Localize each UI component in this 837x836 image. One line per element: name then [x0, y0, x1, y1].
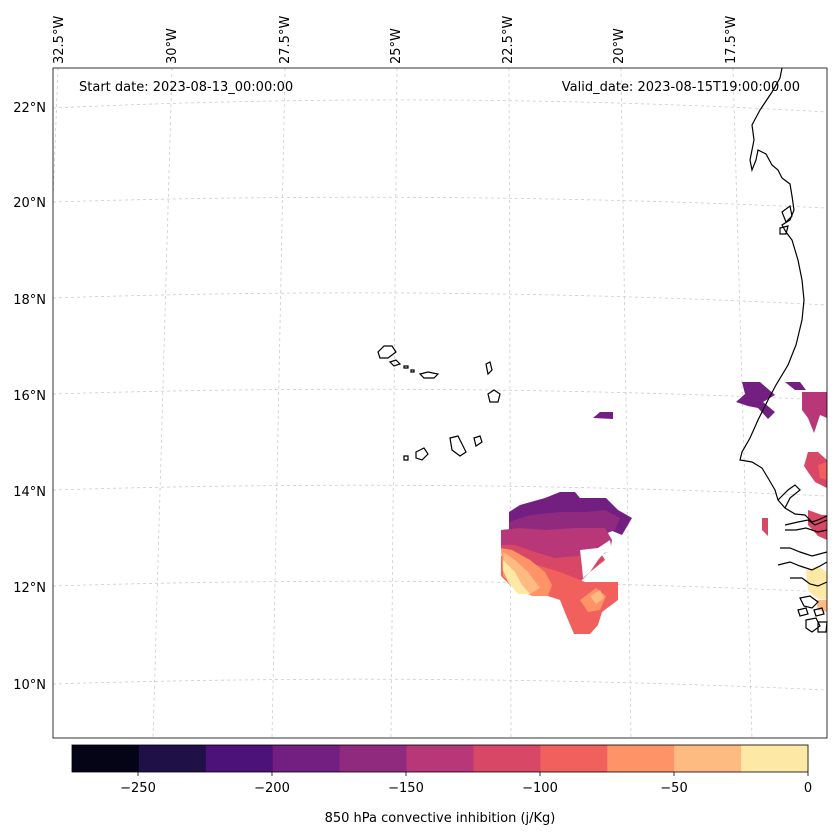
longitude-axis: 32.5°W 30°W 27.5°W 25°W 22.5°W 20°W 17.5…	[52, 16, 739, 64]
gridline-lat-16n	[52, 388, 828, 401]
canary-coast-detail	[779, 204, 793, 235]
colorbar-swatches	[72, 745, 809, 772]
guinea-bissau-islands	[790, 577, 828, 633]
cape-verde-santa-luzia	[403, 365, 415, 373]
gambia-coast	[777, 484, 801, 509]
colorbar-tick-label: −150	[388, 781, 424, 796]
colorbar-border	[71, 744, 809, 773]
valid-date-label: Valid_date: 2023-08-15T19:00:00.00	[562, 80, 800, 95]
cin-field-main	[501, 492, 632, 634]
lat-tick-label: 22°N	[13, 101, 46, 116]
gridline-lon-22-5w	[508, 67, 512, 739]
lat-tick-label: 10°N	[13, 678, 46, 693]
senegal-south-coast	[777, 519, 828, 571]
colorbar-tick-label: −100	[522, 781, 558, 796]
colorbar: −250 −200 −150 −100 −50 0 850 hPa convec…	[71, 744, 812, 826]
gridline-lat-20n	[52, 196, 828, 209]
cin-patch-east-yellow	[806, 566, 827, 600]
africa-coastline	[739, 67, 828, 523]
lat-tick-label: 18°N	[13, 293, 46, 308]
gridline-lon-30w	[152, 67, 173, 739]
colorbar-swatch	[674, 745, 742, 772]
lon-tick-label: 22.5°W	[501, 16, 516, 64]
gridline-lon-20w	[620, 67, 632, 739]
gridline-lat-22n	[52, 99, 828, 113]
colorbar-swatch	[339, 745, 408, 772]
cape-verde-santiago	[449, 435, 467, 457]
cape-verde-sao-vicente	[388, 359, 402, 367]
map-background	[53, 68, 827, 738]
cin-hole-white	[580, 540, 612, 578]
lon-tick-label: 27.5°W	[278, 16, 293, 64]
colorbar-tick-label: −250	[120, 781, 156, 796]
colorbar-swatch	[205, 745, 274, 772]
map-frame	[52, 67, 828, 739]
cape-verde-santo-antao	[377, 345, 397, 359]
gridline-lon-27-5w	[271, 67, 286, 739]
colorbar-ticks	[137, 772, 809, 776]
colorbar-swatch	[72, 745, 140, 772]
cin-patch-east-pink	[802, 392, 827, 433]
cape-verde-boa-vista	[487, 389, 501, 403]
colorbar-swatch	[473, 745, 541, 772]
lat-tick-label: 14°N	[13, 485, 46, 500]
cin-patch-small	[593, 412, 613, 419]
gridline-lon-25w	[390, 67, 398, 739]
lat-tick-label: 20°N	[13, 196, 46, 211]
bijagos-islands-2	[797, 607, 825, 617]
gridline-lon-32-5w	[52, 67, 59, 201]
lon-tick-label: 17.5°W	[724, 16, 739, 64]
colorbar-tick-label: −50	[660, 781, 687, 796]
lon-tick-label: 25°W	[389, 28, 404, 64]
cape-verde-sao-nicolau	[418, 371, 440, 379]
colorbar-swatch	[272, 745, 341, 772]
cape-verde-sal	[485, 361, 493, 376]
cin-patch-east-salmon	[818, 462, 827, 480]
colorbar-title: 850 hPa convective inhibition (j/Kg)	[325, 811, 556, 826]
start-date-label: Start date: 2023-08-13_00:00:00	[79, 80, 293, 95]
cape-verde-fogo	[415, 447, 429, 461]
lon-tick-label: 30°W	[165, 28, 180, 64]
cin-band-light-orange-south	[590, 590, 604, 604]
cin-patch-east-purple	[736, 382, 775, 419]
lat-tick-label: 12°N	[13, 581, 46, 596]
gridline-lat-12n	[52, 580, 828, 593]
gridline-lat-14n	[52, 484, 828, 497]
colorbar-swatch	[741, 745, 809, 772]
gridline-lon-17-5w	[732, 67, 753, 739]
cin-band-pale-yellow	[503, 560, 530, 594]
gridline-lat-18n	[52, 292, 828, 306]
lon-tick-label: 20°W	[612, 28, 627, 64]
cape-verde-brava	[403, 455, 409, 461]
colorbar-swatch	[607, 745, 675, 772]
colorbar-tick-label: 0	[804, 781, 812, 796]
coastlines	[377, 67, 828, 633]
lon-tick-label: 32.5°W	[52, 16, 67, 64]
gridline-lat-10n	[52, 678, 828, 691]
cin-patch-east-purple-2	[785, 382, 806, 390]
cin-patch-east-red-2	[762, 518, 768, 536]
colorbar-swatch	[406, 745, 475, 772]
colorbar-swatch	[540, 745, 608, 772]
cin-patch-east-red	[804, 452, 827, 488]
lat-tick-label: 16°N	[13, 389, 46, 404]
colorbar-swatch	[138, 745, 207, 772]
colorbar-tick-label: −200	[254, 781, 290, 796]
graticule	[52, 67, 828, 739]
latitude-axis: 22°N 20°N 18°N 16°N 14°N 12°N 10°N	[13, 101, 46, 693]
cape-verde-maio	[473, 435, 483, 447]
